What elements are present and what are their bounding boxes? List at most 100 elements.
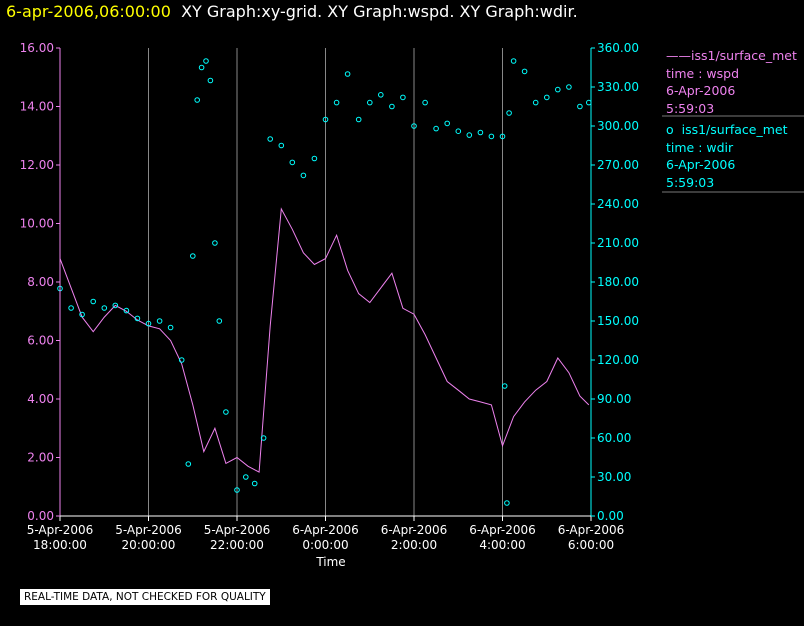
- y-right-tick-label: 360.00: [597, 41, 639, 55]
- y-left-tick-label: 6.00: [27, 334, 54, 348]
- x-tick-date: 6-Apr-2006: [469, 523, 536, 537]
- y-right-tick-label: 270.00: [597, 158, 639, 172]
- wdir-point: [191, 254, 196, 259]
- wdir-point: [507, 111, 512, 116]
- x-tick-date: 6-Apr-2006: [381, 523, 448, 537]
- x-tick-time: 4:00:00: [479, 538, 525, 552]
- wdir-point: [401, 95, 406, 100]
- wdir-point: [533, 100, 538, 105]
- y-left-tick-label: 12.00: [20, 158, 54, 172]
- x-tick-time: 22:00:00: [210, 538, 264, 552]
- x-tick-time: 18:00:00: [33, 538, 87, 552]
- y-left-tick-label: 14.00: [20, 100, 54, 114]
- legend-source: iss1/surface_met: [691, 48, 797, 63]
- wdir-point: [489, 134, 494, 139]
- wdir-point: [279, 143, 284, 148]
- x-tick-time: 0:00:00: [302, 538, 348, 552]
- y-right-tick-label: 120.00: [597, 353, 639, 367]
- wdir-point: [567, 85, 572, 90]
- wdir-point: [578, 104, 583, 109]
- x-tick-date: 5-Apr-2006: [204, 523, 271, 537]
- wdir-point: [545, 95, 550, 100]
- wspd-series: [60, 209, 589, 472]
- wdir-point: [511, 59, 516, 64]
- wdir-point: [199, 65, 204, 70]
- wspd-line: [60, 209, 589, 472]
- wdir-point: [268, 137, 273, 142]
- y-left-tick-label: 10.00: [20, 217, 54, 231]
- wdir-point: [423, 100, 428, 105]
- wdir-point: [208, 78, 213, 83]
- y-right-tick-label: 330.00: [597, 80, 639, 94]
- y-right-tick-label: 300.00: [597, 119, 639, 133]
- wdir-series: [58, 59, 591, 506]
- wdir-point: [478, 130, 483, 135]
- legend-date: 6-Apr-2006: [666, 82, 797, 100]
- legend-time: 5:59:03: [666, 174, 788, 192]
- wdir-point: [204, 59, 209, 64]
- legend-time: 5:59:03: [666, 100, 797, 118]
- y-left-tick-label: 4.00: [27, 392, 54, 406]
- x-tick-date: 6-Apr-2006: [558, 523, 625, 537]
- y-right-tick-label: 30.00: [597, 470, 631, 484]
- wdir-point: [102, 306, 107, 311]
- wdir-point: [379, 93, 384, 98]
- x-tick-time: 2:00:00: [391, 538, 437, 552]
- wdir-point: [434, 126, 439, 131]
- legend-field: time : wdir: [666, 139, 788, 157]
- wdir-point: [244, 475, 249, 480]
- wdir-point: [224, 410, 229, 415]
- wdir-point: [195, 98, 200, 103]
- y-left-tick-label: 8.00: [27, 275, 54, 289]
- x-tick-date: 5-Apr-2006: [27, 523, 94, 537]
- legend-line-icon: ——: [666, 48, 691, 63]
- legend-source: iss1/surface_met: [682, 122, 788, 137]
- y-right-tick-label: 240.00: [597, 197, 639, 211]
- x-tick-date: 6-Apr-2006: [292, 523, 359, 537]
- wdir-point: [168, 325, 173, 330]
- wdir-point: [301, 173, 306, 178]
- legend-entry-wdir: o iss1/surface_met time : wdir 6-Apr-200…: [666, 121, 788, 191]
- wdir-point: [157, 319, 162, 324]
- y-right-tick-label: 150.00: [597, 314, 639, 328]
- grid: [149, 48, 503, 516]
- wdir-point: [91, 299, 96, 304]
- wdir-point: [186, 462, 191, 467]
- legend-date: 6-Apr-2006: [666, 156, 788, 174]
- quality-disclaimer: REAL-TIME DATA, NOT CHECKED FOR QUALITY: [20, 589, 270, 605]
- y-right-tick-label: 0.00: [597, 509, 624, 523]
- wdir-point: [69, 306, 74, 311]
- legend-circle-icon: o: [666, 122, 674, 137]
- x-axis-label: Time: [315, 555, 345, 569]
- tick-labels: 5-Apr-200618:00:005-Apr-200620:00:005-Ap…: [20, 41, 639, 552]
- wdir-point: [505, 501, 510, 506]
- wdir-point: [334, 100, 339, 105]
- wdir-point: [522, 69, 527, 74]
- x-tick-date: 5-Apr-2006: [115, 523, 182, 537]
- wdir-point: [456, 129, 461, 134]
- wdir-point: [252, 481, 257, 486]
- y-right-tick-label: 180.00: [597, 275, 639, 289]
- y-left-tick-label: 0.00: [27, 509, 54, 523]
- x-tick-time: 20:00:00: [122, 538, 176, 552]
- wdir-point: [502, 384, 507, 389]
- wdir-point: [390, 104, 395, 109]
- wdir-point: [290, 160, 295, 165]
- wdir-point: [587, 100, 592, 105]
- y-right-tick-label: 90.00: [597, 392, 631, 406]
- x-tick-time: 6:00:00: [568, 538, 614, 552]
- y-right-tick-label: 60.00: [597, 431, 631, 445]
- legend-field: time : wspd: [666, 65, 797, 83]
- wdir-point: [467, 133, 472, 138]
- legend-entry-wspd: ——iss1/surface_met time : wspd 6-Apr-200…: [666, 47, 797, 117]
- wdir-point: [213, 241, 218, 246]
- wdir-point: [445, 121, 450, 126]
- y-left-tick-label: 2.00: [27, 451, 54, 465]
- wdir-point: [368, 100, 373, 105]
- wdir-point: [556, 87, 561, 92]
- wdir-point: [312, 156, 317, 161]
- wdir-point: [356, 117, 361, 122]
- wdir-point: [345, 72, 350, 77]
- y-right-tick-label: 210.00: [597, 236, 639, 250]
- wdir-point: [217, 319, 222, 324]
